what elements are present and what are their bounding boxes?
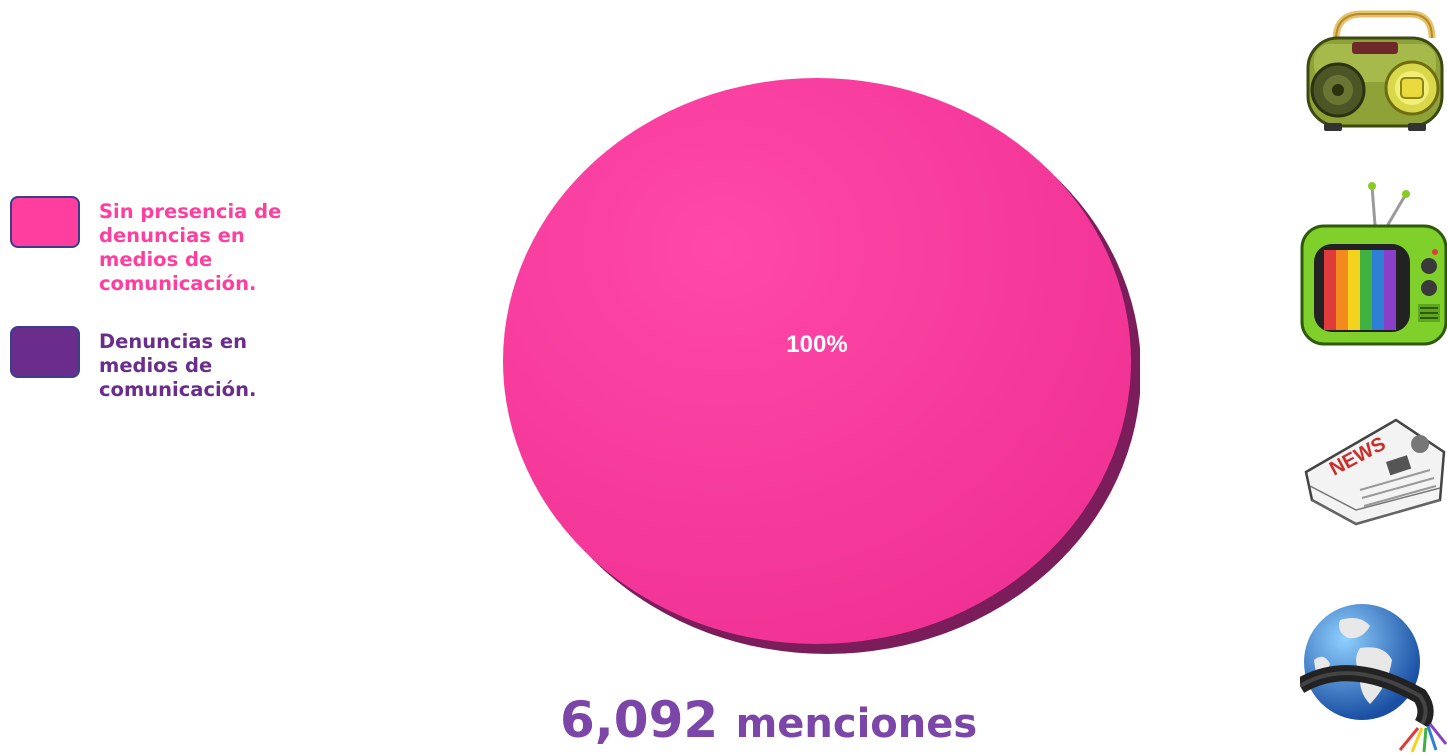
pie-slice-0 [503, 78, 1131, 644]
legend-label: Denuncias en medios de comunicación. [99, 330, 257, 401]
chart-legend: Sin presencia de denuncias en medios de … [10, 196, 340, 426]
radio-icon [1306, 10, 1444, 131]
legend-label: Sin presencia de denuncias en medios de … [99, 200, 282, 295]
newspaper-icon: NEWS [1304, 418, 1446, 526]
total-number: 6,092 [560, 691, 719, 749]
legend-swatch-pink [10, 196, 80, 248]
tv-icon [1300, 182, 1447, 346]
total-mentions: 6,092 menciones [560, 690, 977, 754]
total-unit: menciones [735, 701, 978, 747]
pie-chart: 100% [503, 78, 1140, 654]
internet-globe-icon [1300, 604, 1447, 753]
slice-label-100: 100% [786, 331, 847, 358]
legend-swatch-purple [10, 326, 80, 378]
legend-item-denuncias: Denuncias en medios de comunicación. [10, 326, 340, 402]
legend-item-sin-denuncias: Sin presencia de denuncias en medios de … [10, 196, 340, 296]
